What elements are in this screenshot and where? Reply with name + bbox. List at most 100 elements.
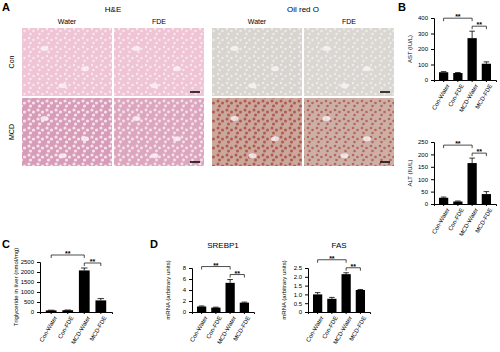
y-axis: 050100150200250: [418, 139, 435, 207]
y-tick-mark: [189, 279, 192, 280]
y-tick-label: 0: [425, 201, 429, 207]
y-tick: 0: [299, 309, 308, 315]
stain-label: Oil red O: [287, 5, 319, 14]
x-axis-line: [435, 205, 497, 207]
error-cap: [455, 72, 461, 73]
x-tick: Con-FDE: [57, 312, 75, 340]
vessel: [323, 116, 331, 121]
x-tick-label: Con-Water: [431, 83, 451, 111]
x-tick-mark: [201, 312, 202, 314]
y-tick-label: 250: [418, 139, 429, 145]
y-tick: 300: [418, 31, 434, 37]
x-tick-label: MCD-Water: [70, 315, 91, 345]
significance-label: **: [90, 258, 96, 265]
bar: [225, 283, 234, 312]
bar-chart: 05001000150020002500Con-WaterCon-FDEMCD-…: [13, 248, 113, 346]
error-bar: [329, 297, 335, 298]
vessel: [173, 66, 181, 71]
bar: [482, 194, 491, 204]
micrograph: [304, 28, 394, 96]
bar: [439, 72, 448, 80]
micrograph-image: [212, 28, 302, 96]
micrograph: [304, 98, 394, 166]
bar: [453, 202, 462, 204]
bar: [313, 294, 322, 312]
x-tick: Con-Water: [431, 80, 451, 111]
panel-letter: A: [2, 1, 10, 13]
x-axis-line: [435, 81, 497, 83]
y-tick-mark: [37, 282, 40, 283]
y-tick: 0.5: [294, 301, 308, 307]
bar: [79, 270, 90, 312]
bar: [482, 64, 491, 80]
vessel: [173, 136, 181, 141]
error-cap: [441, 71, 447, 72]
y-tick-mark: [431, 49, 434, 50]
y-tick: 400: [418, 15, 434, 21]
error-cap: [199, 305, 205, 306]
diet-label: MCD: [8, 124, 15, 140]
bar-chart: 0100200300400Con-WaterCon-FDEMCD-WaterMC…: [407, 13, 497, 113]
y-tick-mark: [305, 277, 308, 278]
y-tick-mark: [37, 312, 40, 313]
error-bar: [98, 299, 104, 301]
y-tick-label: 4: [183, 287, 187, 293]
y-tick: 2.0: [294, 274, 308, 280]
bar: [211, 308, 220, 312]
y-tick-mark: [37, 302, 40, 303]
error-bar: [199, 305, 205, 307]
y-tick: 0: [425, 77, 434, 83]
vessel: [271, 136, 279, 141]
bar: [467, 38, 476, 80]
y-tick-label: 100: [418, 177, 429, 183]
x-axis-line: [309, 313, 371, 315]
panel-letter: D: [150, 238, 158, 250]
x-tick-label: Con-FDE: [57, 315, 75, 340]
error-bar: [48, 310, 54, 311]
y-tick-label: 1.5: [294, 283, 303, 289]
y-axis: 00.51.01.52.02.5: [294, 265, 309, 315]
y-tick: 50: [421, 189, 434, 195]
y-tick: 200: [418, 46, 434, 52]
y-tick: 500: [24, 299, 40, 305]
y-axis-line: [305, 269, 309, 313]
micrograph-image: [22, 28, 112, 96]
chart-title: FAS: [331, 241, 346, 250]
x-tick-mark: [84, 312, 85, 314]
y-tick-label: 100: [418, 62, 429, 68]
vessel: [249, 153, 257, 158]
figure: ABCDH&EWaterFDEOil red OWaterFDEConMCD01…: [0, 0, 500, 352]
x-tick-mark: [472, 204, 473, 206]
y-tick: 2: [183, 298, 192, 304]
panel-letter: B: [398, 1, 406, 13]
y-tick: 0: [183, 309, 192, 315]
bar: [240, 303, 249, 312]
scale-bar: [380, 161, 390, 163]
y-tick-mark: [431, 192, 434, 193]
y-tick-mark: [305, 303, 308, 304]
significance-bracket: **: [472, 148, 486, 156]
x-tick-label: Con-Water: [305, 315, 325, 343]
vessel: [341, 83, 349, 88]
y-tick-label: 2500: [21, 259, 35, 265]
micrograph: [114, 98, 204, 166]
plot-area: [439, 31, 491, 80]
y-axis-title: AST (IU/L): [407, 35, 413, 63]
error-cap: [315, 292, 321, 293]
significance-bracket: **: [318, 255, 347, 263]
y-tick: 150: [418, 164, 434, 170]
error-cap: [64, 310, 70, 311]
error-bar: [469, 31, 475, 38]
bar: [453, 73, 462, 80]
significance-label: **: [477, 21, 483, 28]
y-tick-label: 1.0: [294, 292, 303, 298]
treatment-label: FDE: [342, 18, 356, 25]
y-tick: 8: [183, 265, 192, 271]
x-tick-mark: [215, 312, 216, 314]
micrograph: [212, 28, 302, 96]
significance-label: **: [351, 263, 357, 270]
x-tick-mark: [486, 80, 487, 82]
x-tick: MCD-FDE: [232, 312, 251, 342]
error-bar: [343, 273, 349, 274]
y-tick: 100: [418, 62, 434, 68]
